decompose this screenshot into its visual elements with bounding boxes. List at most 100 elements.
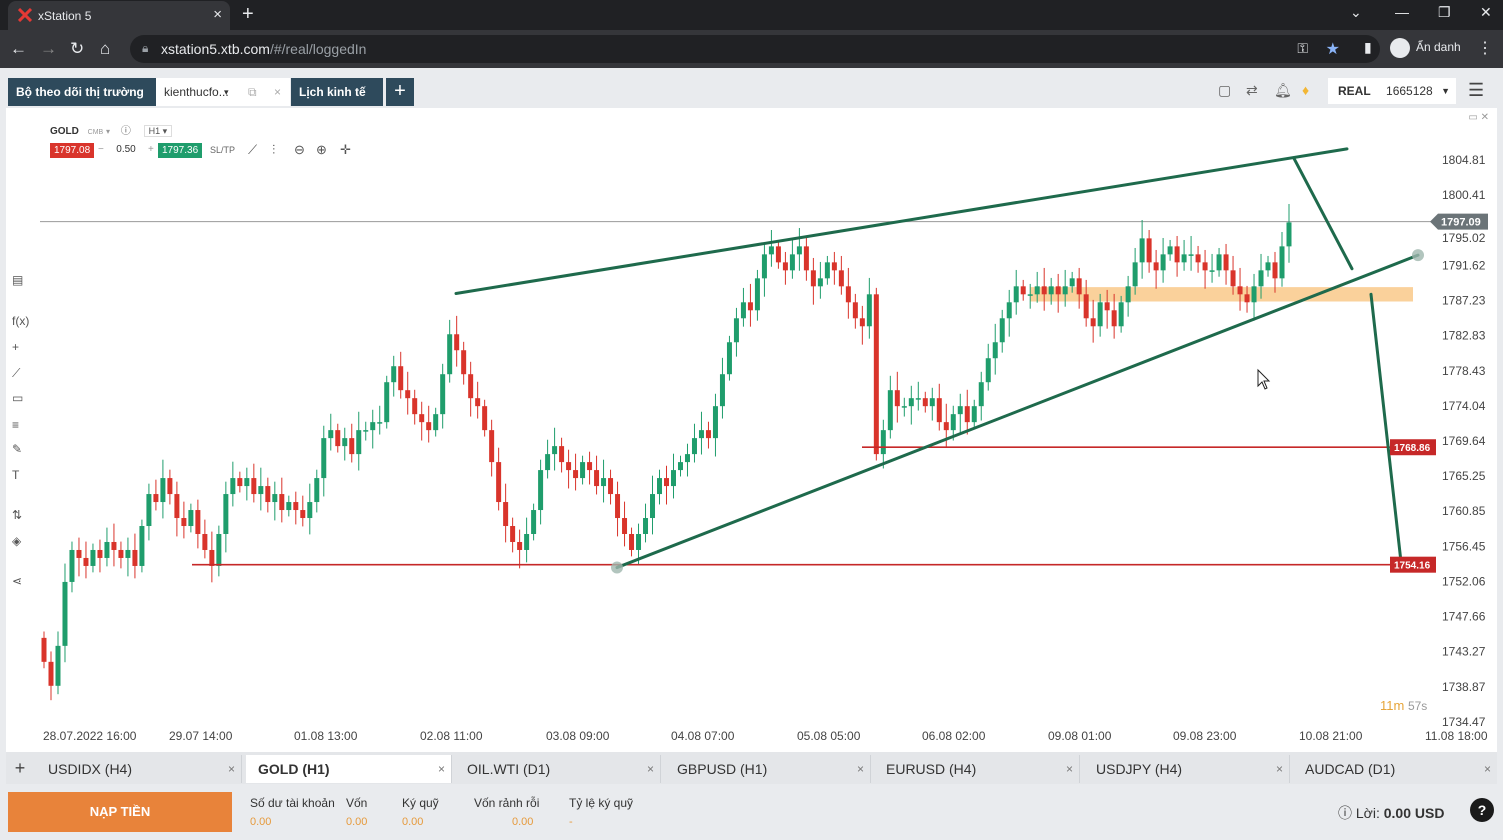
margin-level-label: Tỷ lệ ký quỹ: [569, 796, 634, 810]
info-icon[interactable]: ⓘ: [120, 126, 131, 137]
line-chart-icon[interactable]: ⟋: [248, 142, 258, 157]
bell-icon[interactable]: 🔔︎: [1274, 82, 1292, 98]
bookmark-star-icon[interactable]: ★: [1325, 41, 1340, 58]
y-tick-label: 1734.47: [1442, 715, 1486, 729]
candle-body: [971, 406, 977, 423]
candle-body: [838, 270, 844, 287]
browser-tab[interactable]: xStation 5 ×: [8, 1, 230, 30]
rectangle-tool-icon[interactable]: ▭: [12, 391, 24, 405]
fibonacci-tool-icon[interactable]: ≡: [12, 418, 20, 432]
chart-info-bar: GOLD CMB ▾ ⓘ H1 ▾: [50, 122, 173, 137]
layers-icon[interactable]: ◈: [12, 534, 22, 548]
restore-icon[interactable]: ❐: [1438, 4, 1451, 20]
instrument-tab[interactable]: EURUSD (H4) ×: [874, 755, 1080, 783]
candle-body: [775, 246, 781, 263]
close-icon[interactable]: ×: [856, 762, 864, 776]
crosshair-icon[interactable]: ✛: [340, 142, 351, 157]
home-icon[interactable]: ⌂: [100, 39, 111, 58]
tab-search-icon[interactable]: ⌄: [1350, 4, 1362, 20]
transfer-icon[interactable]: ⇄: [1246, 82, 1258, 98]
incognito-profile[interactable]: Ẩn danh: [1390, 38, 1461, 58]
tab-market-watch[interactable]: Bộ theo dõi thị trường: [8, 78, 156, 106]
instrument-tab[interactable]: GOLD (H1) ×: [246, 755, 452, 783]
lock-icon: 🔒︎: [142, 41, 149, 55]
price-chart[interactable]: 1804.81 1800.41 1795.02 1791.62 1787.23 1782.…: [6, 108, 1497, 752]
candle-body: [866, 294, 872, 327]
close-tab-icon[interactable]: ×: [213, 6, 222, 23]
share-icon[interactable]: ⋖: [12, 574, 23, 588]
candle-body: [1118, 302, 1124, 327]
indicator-tool-icon[interactable]: f(x): [12, 314, 30, 328]
line-tool-icon[interactable]: ⟋: [12, 366, 21, 380]
key-icon[interactable]: ⚿: [1297, 40, 1308, 56]
candle-body: [1237, 286, 1243, 295]
instrument-tab[interactable]: USDJPY (H4) ×: [1084, 755, 1290, 783]
balance-value: 0.00: [250, 816, 272, 828]
forward-icon[interactable]: →: [40, 39, 57, 58]
chevron-down-icon[interactable]: ▾: [224, 87, 229, 97]
crosshair-tool-icon[interactable]: +: [12, 340, 20, 354]
close-icon[interactable]: ×: [646, 762, 654, 776]
close-icon[interactable]: ×: [1065, 762, 1073, 776]
chart-window-controls[interactable]: ▭ ✕: [1468, 112, 1489, 123]
instrument-tab[interactable]: USDIDX (H4) ×: [36, 755, 242, 783]
popout-icon[interactable]: ⧉: [248, 85, 257, 99]
back-icon[interactable]: ←: [10, 39, 27, 58]
candle-body: [1076, 278, 1082, 295]
add-tab-button[interactable]: +: [386, 78, 414, 106]
text-tool-icon[interactable]: T: [12, 468, 20, 482]
candle-body: [405, 390, 411, 399]
timeframe-select[interactable]: H1 ▾: [143, 125, 173, 137]
minus-icon[interactable]: −: [98, 144, 104, 155]
tab-workspace-label: kienthucfo...: [164, 85, 229, 99]
candle-body: [552, 446, 558, 455]
side-panel-icon[interactable]: ▮: [1364, 39, 1372, 55]
instrument-tab[interactable]: AUDCAD (D1) ×: [1293, 755, 1497, 783]
sltp-button[interactable]: SL/TP: [210, 145, 236, 155]
zoom-out-icon[interactable]: ⊖: [294, 142, 305, 157]
account-selector[interactable]: REAL 1665128 ▼: [1328, 78, 1456, 104]
close-icon[interactable]: ×: [1483, 762, 1491, 776]
buy-button[interactable]: 1797.36: [158, 143, 203, 158]
cursor-tool-icon[interactable]: ▤: [12, 273, 24, 287]
close-workspace-icon[interactable]: ×: [274, 85, 282, 99]
pen-tool-icon[interactable]: ✎: [12, 442, 23, 456]
instrument-tab-label: USDJPY (H4): [1096, 761, 1183, 777]
candle-body: [41, 637, 47, 662]
candle-body: [726, 342, 732, 375]
address-bar[interactable]: 🔒︎ xstation5.xtb.com/#/real/loggedIn ⚿ ★: [130, 35, 1380, 63]
close-icon[interactable]: ×: [227, 762, 235, 776]
layout-icon[interactable]: ▢: [1218, 82, 1232, 98]
y-tick-label: 1738.87: [1442, 680, 1486, 694]
candle-body: [643, 518, 649, 535]
sell-button[interactable]: 1797.08: [50, 143, 95, 158]
reload-icon[interactable]: ↻: [70, 39, 85, 58]
help-button[interactable]: ?: [1470, 798, 1494, 822]
close-icon[interactable]: ×: [1275, 762, 1283, 776]
candles-icon[interactable]: ⫶: [272, 142, 276, 157]
instrument-tab[interactable]: GBPUSD (H1) ×: [665, 755, 871, 783]
zoom-in-icon[interactable]: ⊕: [316, 142, 327, 157]
chevron-down-icon[interactable]: ▾: [106, 127, 111, 136]
add-instrument-button[interactable]: +: [14, 758, 26, 778]
tab-workspace[interactable]: kienthucfo... ▾ ⧉ ×: [156, 78, 290, 106]
close-window-icon[interactable]: ✕: [1480, 4, 1492, 20]
close-icon[interactable]: ×: [437, 762, 445, 776]
premium-icon[interactable]: ♦: [1302, 82, 1310, 98]
plus-icon[interactable]: +: [148, 144, 154, 155]
deposit-button[interactable]: NẠP TIỀN: [8, 792, 232, 832]
browser-menu-icon[interactable]: ⋮: [1477, 40, 1493, 57]
new-tab-icon[interactable]: +: [242, 3, 254, 25]
candle-body: [454, 334, 460, 351]
measure-tool-icon[interactable]: ⇅: [12, 508, 23, 522]
hamburger-menu-icon[interactable]: ☰: [1468, 80, 1485, 100]
symbol-name[interactable]: GOLD: [50, 126, 79, 137]
candle-body: [817, 278, 823, 287]
candle-body: [146, 494, 152, 527]
instrument-tab[interactable]: OIL.WTI (D1) ×: [455, 755, 661, 783]
tab-economic-calendar[interactable]: Lịch kinh tế: [291, 78, 383, 106]
free-margin-label: Vốn rảnh rỗi: [474, 796, 540, 810]
volume-input[interactable]: 0.50: [116, 144, 136, 155]
y-tick-label: 1804.81: [1442, 153, 1486, 167]
minimize-icon[interactable]: —: [1395, 4, 1409, 20]
